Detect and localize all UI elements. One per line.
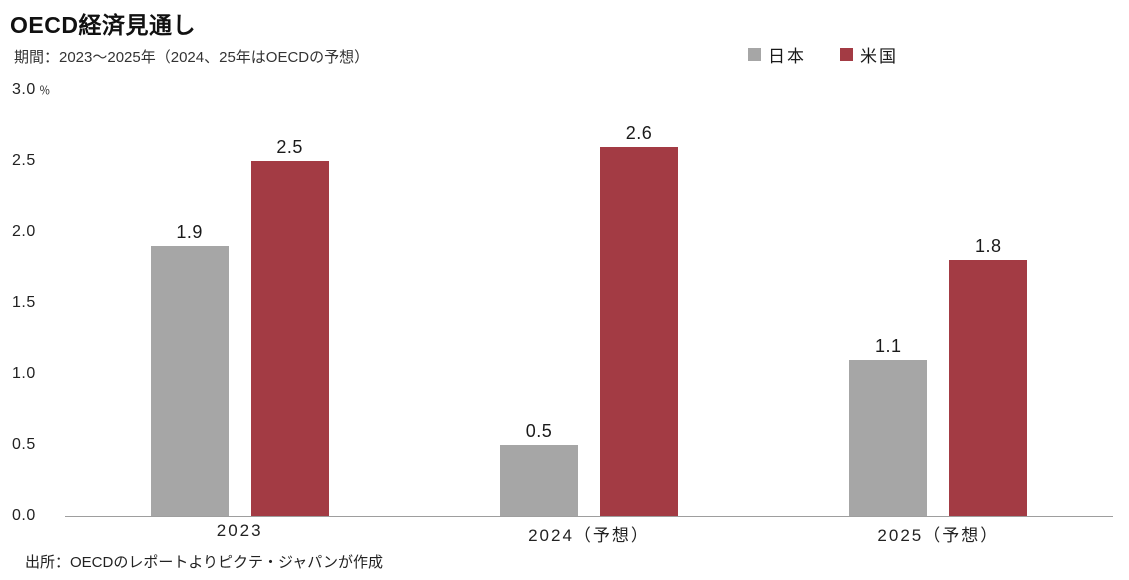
legend-swatch-japan: [748, 48, 761, 61]
bar-value-label: 1.9: [176, 222, 203, 243]
y-tick-label: 1.0: [12, 365, 36, 383]
y-axis: 0.0 0.5 1.0 1.5 2.0 2.5 3.0 ％: [0, 81, 56, 524]
bar-japan: [499, 445, 578, 516]
bar-value-label: 1.8: [975, 236, 1002, 257]
bar-value-label: 2.6: [625, 122, 653, 143]
legend-item-japan: 日本: [748, 42, 806, 67]
chart-title: OECD経済見通し: [10, 12, 196, 38]
y-tick-label: 3.0 ％: [12, 81, 51, 98]
y-tick-label: 1.5: [12, 294, 36, 311]
bar-wrapper: 1.9: [150, 90, 229, 516]
bar-wrapper: 1.8: [949, 90, 1028, 516]
bar-wrapper: 1.1: [849, 90, 928, 516]
bar-value-label: 1.1: [875, 335, 902, 356]
y-tick-label: 2.0: [12, 223, 36, 241]
y-axis-unit: ％: [35, 85, 51, 97]
x-axis-label: 2025（予想）: [877, 526, 1000, 545]
chart-subtitle: 期間：2023～2025年（2024、25年はOECDの予想）: [14, 49, 370, 66]
bar-value-label: 2.5: [276, 137, 303, 157]
x-axis-label: 2023: [216, 521, 263, 540]
x-axis-label: 2024（予想）: [528, 526, 650, 545]
bar-value-label: 0.5: [525, 421, 553, 442]
bar-japan: [849, 359, 928, 516]
y-tick-label: 0.5: [12, 436, 36, 454]
bar-wrapper: 2.6: [599, 90, 678, 516]
legend-item-us: 米国: [840, 42, 898, 67]
y-tick-label: 2.5: [12, 152, 36, 169]
bar-wrapper: 2.5: [250, 90, 329, 516]
y-tick-label: 0.0: [12, 507, 36, 524]
x-axis: 2023 2024（予想） 2025（予想）: [65, 521, 1113, 546]
bar-us: [949, 260, 1028, 516]
legend: 日本 米国: [748, 42, 898, 67]
plot-area: 1.9 2.5 0.5 2.6 1.1 1.8: [65, 90, 1113, 517]
bar-japan: [150, 246, 229, 516]
legend-label-japan: 日本: [768, 47, 806, 66]
source-note: 出所：OECDのレポートよりピクテ・ジャパンが作成: [25, 554, 384, 571]
legend-label-us: 米国: [860, 47, 898, 66]
bar-us: [250, 161, 329, 516]
bar-wrapper: 0.5: [499, 90, 578, 516]
legend-swatch-us: [840, 48, 853, 61]
bar-group: 1.9 2.5: [65, 90, 414, 516]
bar-group: 0.5 2.6: [414, 90, 763, 516]
bar-group: 1.1 1.8: [764, 90, 1113, 516]
bar-us: [599, 146, 678, 516]
